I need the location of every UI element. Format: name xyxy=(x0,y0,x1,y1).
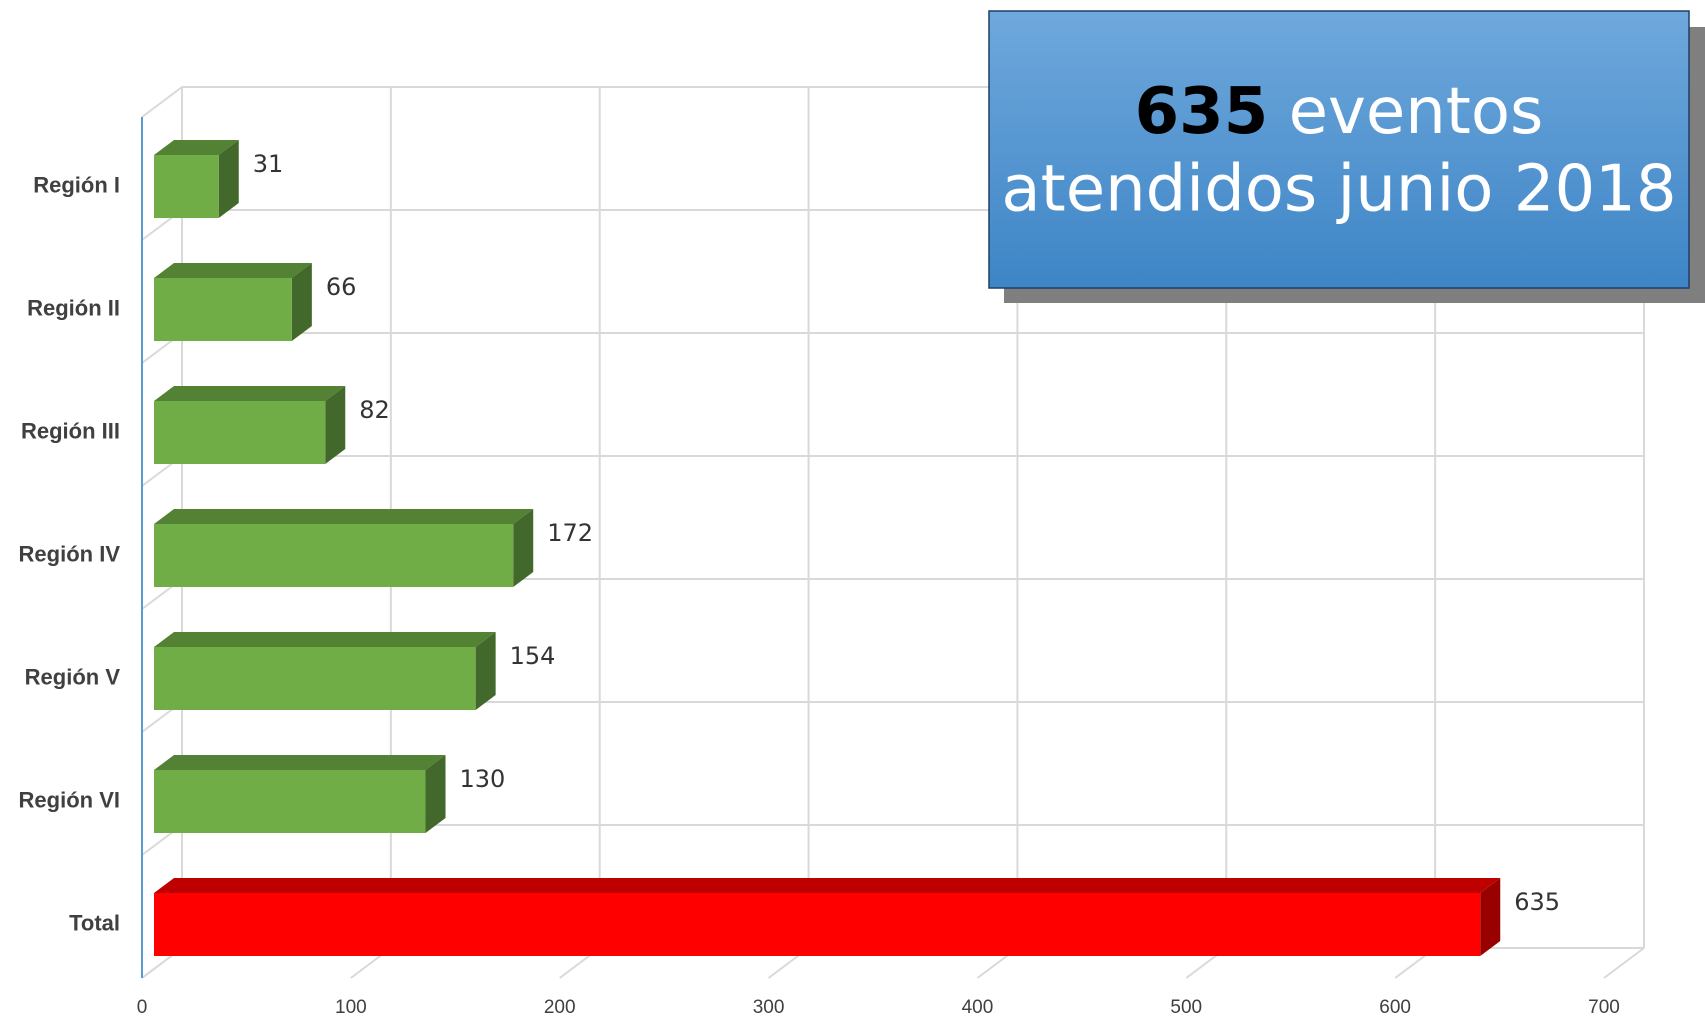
x-tick-label: 200 xyxy=(544,997,576,1018)
bar-front xyxy=(154,524,514,587)
box xyxy=(988,10,1690,289)
y-tick-label: Región IV xyxy=(19,541,121,566)
bar-top xyxy=(154,509,534,524)
bar xyxy=(154,878,1501,956)
bar-side xyxy=(291,263,312,341)
bar-side xyxy=(218,140,239,218)
bar-side xyxy=(513,509,534,587)
x-tick-label: 500 xyxy=(1170,997,1202,1018)
bar-front xyxy=(154,401,326,464)
bar xyxy=(154,632,496,710)
bar-top xyxy=(154,755,446,770)
x-tick-label: 700 xyxy=(1588,997,1620,1018)
x-tick-label: 600 xyxy=(1379,997,1411,1018)
bar-top xyxy=(154,140,239,155)
bar-top xyxy=(154,632,496,647)
bar xyxy=(154,263,312,341)
floor-line xyxy=(1603,947,1645,979)
y-tick-label: Región V xyxy=(25,664,121,689)
bar xyxy=(154,140,239,218)
bar-front xyxy=(154,155,219,218)
y-tick-label: Región II xyxy=(27,295,120,320)
y-tick-label: Total xyxy=(69,910,120,935)
value-label: 172 xyxy=(547,519,593,547)
bar-front xyxy=(154,770,426,833)
y-tick-label: Región III xyxy=(21,418,120,443)
bar-top xyxy=(154,386,346,401)
bar xyxy=(154,755,446,833)
bar-front xyxy=(154,893,1481,956)
bar-side xyxy=(1480,878,1501,956)
bar xyxy=(154,386,346,464)
value-label: 635 xyxy=(1514,888,1560,916)
annotation-highlight: 635 xyxy=(1135,75,1269,149)
bar-side xyxy=(475,632,496,710)
y-tick-label: Región VI xyxy=(19,787,120,812)
bar-side xyxy=(425,755,446,833)
x-tick-label: 0 xyxy=(137,997,148,1018)
bar-front xyxy=(154,278,292,341)
y-tick-label: Región I xyxy=(33,172,120,197)
value-label: 66 xyxy=(326,273,357,301)
value-label: 154 xyxy=(510,642,556,670)
annotation-line2: atendidos junio 2018 xyxy=(1001,153,1676,227)
value-label: 82 xyxy=(359,396,390,424)
plot: 0 100 200 300 400 500 600 700 Región I 31 Región I… xyxy=(19,86,1645,1018)
bar-side xyxy=(325,386,346,464)
value-label: 130 xyxy=(460,765,506,793)
bar-top xyxy=(154,263,312,278)
annotation-box: 635 eventos atendidos junio 2018 xyxy=(988,10,1705,303)
bar-top xyxy=(154,878,1501,893)
left-wall-line xyxy=(141,86,183,118)
annotation-line1: 635 eventos xyxy=(1135,75,1544,149)
bar xyxy=(154,509,534,587)
bar-front xyxy=(154,647,476,710)
x-tick-label: 300 xyxy=(753,997,785,1018)
value-label: 31 xyxy=(253,150,284,178)
x-tick-label: 400 xyxy=(962,997,994,1018)
x-tick-label: 100 xyxy=(335,997,367,1018)
annotation-text: eventos xyxy=(1289,75,1544,149)
